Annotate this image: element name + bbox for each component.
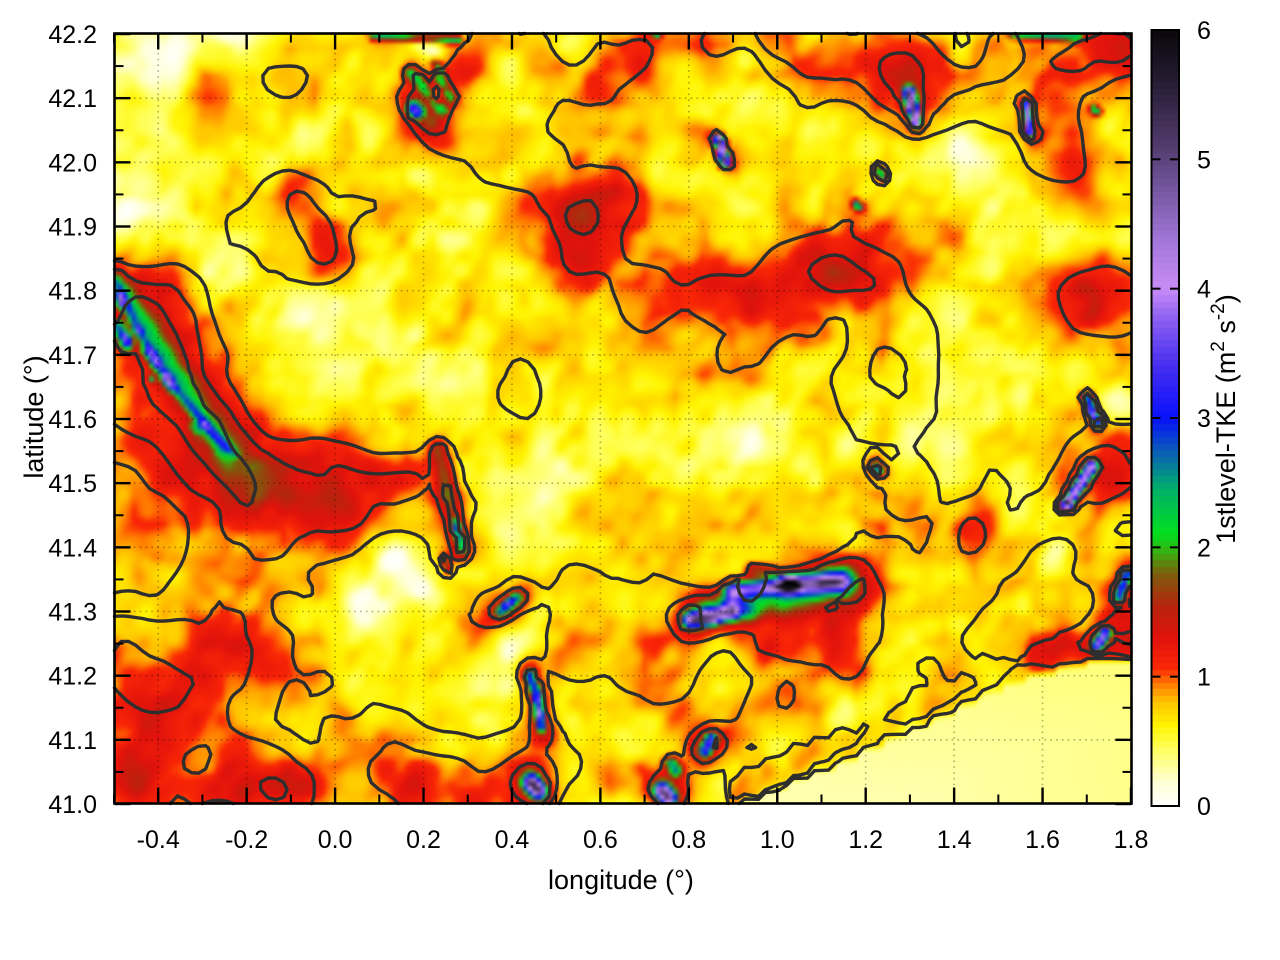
- svg-text:42.1: 42.1: [48, 85, 97, 113]
- svg-text:1stlevel-TKE (m2 s-2): 1stlevel-TKE (m2 s-2): [1208, 294, 1241, 544]
- svg-text:3: 3: [1197, 405, 1211, 433]
- svg-text:41.2: 41.2: [48, 663, 97, 691]
- svg-text:0.8: 0.8: [671, 826, 706, 854]
- svg-text:41.0: 41.0: [48, 791, 97, 819]
- svg-text:0.2: 0.2: [406, 826, 441, 854]
- svg-text:0: 0: [1197, 793, 1211, 821]
- svg-text:0.6: 0.6: [583, 826, 618, 854]
- svg-text:1.2: 1.2: [848, 826, 883, 854]
- svg-text:1.6: 1.6: [1025, 826, 1060, 854]
- svg-text:42.2: 42.2: [48, 21, 97, 49]
- svg-text:41.5: 41.5: [48, 470, 97, 498]
- svg-text:-0.2: -0.2: [225, 826, 268, 854]
- svg-text:5: 5: [1197, 146, 1211, 174]
- svg-text:-0.4: -0.4: [137, 826, 180, 854]
- svg-text:41.6: 41.6: [48, 406, 97, 434]
- svg-text:1.8: 1.8: [1114, 826, 1149, 854]
- svg-text:41.7: 41.7: [48, 342, 97, 370]
- svg-text:latitude (°): latitude (°): [19, 355, 49, 478]
- svg-text:0.4: 0.4: [495, 826, 530, 854]
- svg-text:41.1: 41.1: [48, 727, 97, 755]
- svg-text:1.4: 1.4: [937, 826, 972, 854]
- svg-text:1: 1: [1197, 664, 1211, 692]
- svg-text:1.0: 1.0: [760, 826, 795, 854]
- svg-text:6: 6: [1197, 17, 1211, 45]
- svg-text:longitude (°): longitude (°): [548, 865, 694, 895]
- svg-text:41.3: 41.3: [48, 599, 97, 627]
- svg-text:0.0: 0.0: [318, 826, 353, 854]
- svg-text:2: 2: [1197, 534, 1211, 562]
- svg-text:42.0: 42.0: [48, 149, 97, 177]
- svg-text:41.8: 41.8: [48, 278, 97, 306]
- svg-text:4: 4: [1197, 276, 1211, 304]
- svg-text:41.4: 41.4: [48, 534, 97, 562]
- svg-text:41.9: 41.9: [48, 214, 97, 242]
